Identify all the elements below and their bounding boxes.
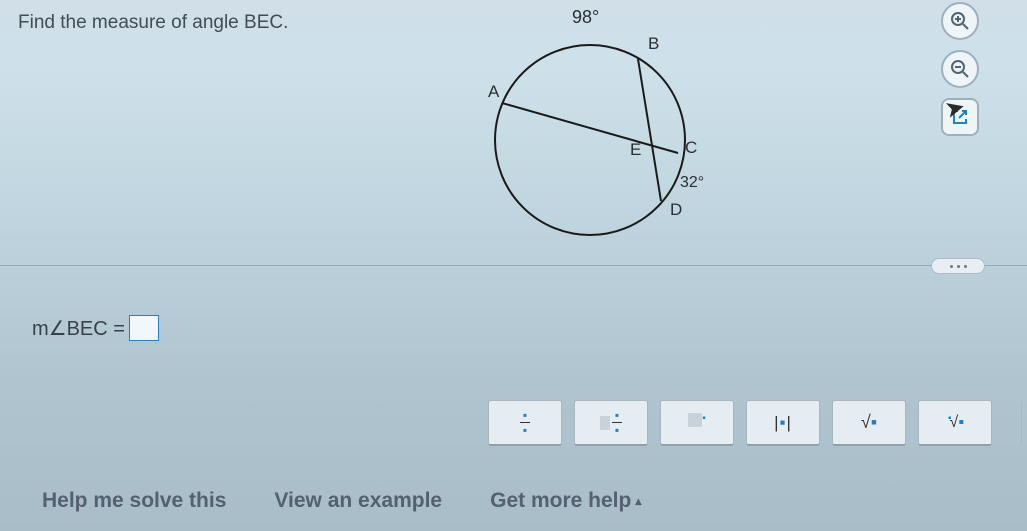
geometry-diagram: 98° 32° A B C D E <box>480 5 730 260</box>
palette-fraction-button[interactable]: ▪▪ <box>488 400 562 446</box>
palette-absolute-value-button[interactable]: |▪| <box>746 400 820 446</box>
zoom-out-button[interactable] <box>941 50 979 88</box>
absolute-value-icon: |▪| <box>774 413 792 433</box>
answer-expression: m∠BEC = <box>32 315 159 341</box>
arc-label-cd: 32° <box>680 174 704 191</box>
answer-lhs: m∠BEC = <box>32 316 125 341</box>
dot-icon <box>950 265 953 268</box>
point-label-b: B <box>648 34 659 53</box>
zoom-in-button[interactable] <box>941 2 979 40</box>
circle-diagram-svg: 98° 32° A B C D E <box>480 5 730 260</box>
caret-up-icon: ▴ <box>635 494 641 508</box>
zoom-out-icon <box>950 59 970 79</box>
palette-mixed-number-button[interactable]: ▪▪ <box>574 400 648 446</box>
math-palette: ▪▪ ▪▪ ▪ |▪| √▪ ▪√▪ <box>488 400 1022 446</box>
palette-more-button[interactable] <box>1004 400 1022 446</box>
point-label-c: C <box>685 138 697 157</box>
get-more-help-label: Get more help <box>490 489 631 512</box>
arc-label-ab: 98° <box>572 7 599 27</box>
point-label-d: D <box>670 200 682 219</box>
section-divider <box>0 265 1027 266</box>
dot-icon <box>957 265 960 268</box>
mixed-number-icon: ▪▪ <box>600 409 622 436</box>
palette-exponent-button[interactable]: ▪ <box>660 400 734 446</box>
zoom-in-icon <box>950 11 970 31</box>
exponent-icon: ▪ <box>688 413 706 432</box>
help-me-solve-link[interactable]: Help me solve this <box>42 489 226 513</box>
get-more-help-link[interactable]: Get more help ▴ <box>490 489 641 513</box>
palette-square-root-button[interactable]: √▪ <box>832 400 906 446</box>
more-options-button[interactable] <box>931 258 985 274</box>
fraction-icon: ▪▪ <box>520 409 530 436</box>
chord-bd <box>638 59 661 201</box>
help-footer: Help me solve this View an example Get m… <box>42 489 641 513</box>
point-label-e: E <box>630 140 641 159</box>
point-label-a: A <box>488 82 500 101</box>
answer-input[interactable] <box>129 315 159 341</box>
nth-root-icon: ▪√▪ <box>946 414 964 432</box>
view-example-link[interactable]: View an example <box>274 489 442 513</box>
palette-nth-root-button[interactable]: ▪√▪ <box>918 400 992 446</box>
dot-icon <box>964 265 967 268</box>
square-root-icon: √▪ <box>861 412 877 433</box>
diagram-circle <box>495 45 685 235</box>
